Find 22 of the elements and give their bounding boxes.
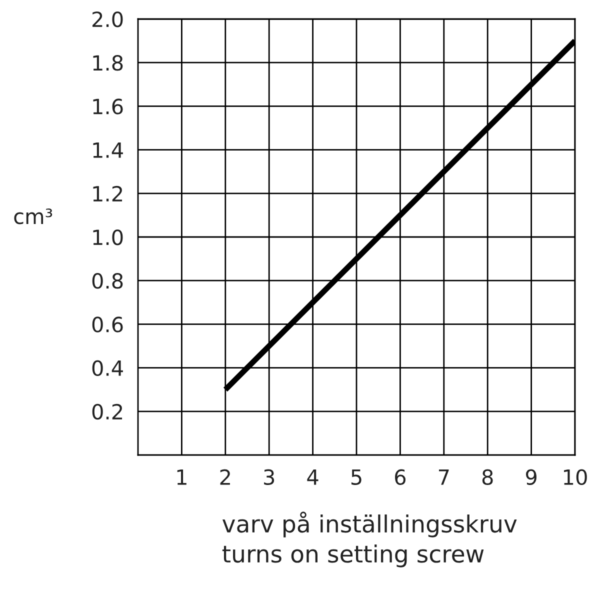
y-tick-label: 1.8 <box>93 55 123 71</box>
x-tick-label: 10 <box>564 469 587 486</box>
y-tick-label: 1.2 <box>93 186 122 202</box>
x-tick-label: 1 <box>177 470 186 485</box>
y-tick-label: 0.2 <box>92 404 122 420</box>
y-tick-label: 1.6 <box>93 98 123 114</box>
y-tick-label: 1.0 <box>93 229 123 246</box>
y-tick-label: 0.4 <box>92 360 123 376</box>
x-tick-label: 9 <box>526 469 536 486</box>
y-tick-label: 0.8 <box>92 273 123 289</box>
x-tick-label: 8 <box>482 469 493 486</box>
y-tick-label: 1.4 <box>93 142 123 158</box>
x-tick-label: 6 <box>395 469 406 486</box>
x-tick-label: 7 <box>438 470 449 485</box>
y-axis-title: cm³ <box>14 208 52 224</box>
y-tick-label: 0.6 <box>92 316 123 332</box>
y-tick-label: 2.0 <box>92 11 123 28</box>
x-tick-label: 4 <box>307 470 318 485</box>
x-axis-title: varv på inställningsskruv turns on setting screw <box>222 512 517 568</box>
x-tick-label: 3 <box>264 469 274 486</box>
x-tick-label: 2 <box>220 469 230 485</box>
x-tick-label: 5 <box>351 470 362 486</box>
